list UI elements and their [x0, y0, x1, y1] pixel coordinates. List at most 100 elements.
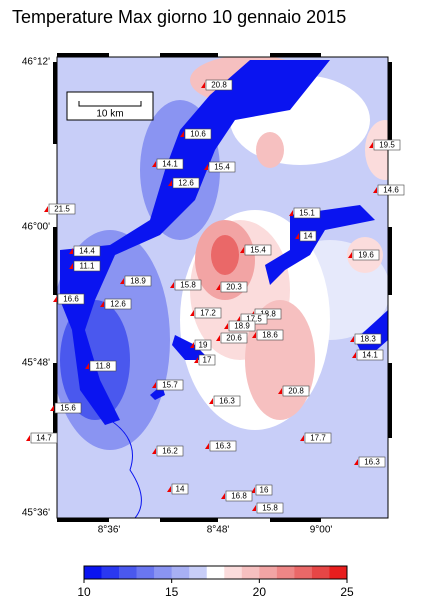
station-box: [104, 298, 132, 310]
station-marker: [26, 435, 30, 441]
station-box: [73, 260, 101, 272]
scale-label: 10 km: [96, 109, 123, 120]
station-box: [282, 385, 310, 397]
station-box: [198, 354, 216, 366]
station-box: [256, 502, 284, 514]
station-value: 18.6: [262, 331, 278, 340]
station-value: 20.3: [226, 283, 242, 292]
station-marker: [50, 405, 54, 411]
station-value: 18.3: [360, 335, 376, 344]
colorbar-step: [84, 566, 102, 579]
lat-label: 46°12': [22, 57, 50, 68]
station-box: [184, 128, 212, 140]
station-value: 18.9: [130, 277, 146, 286]
colorbar-step: [276, 566, 295, 579]
station-value: 16.2: [162, 447, 178, 456]
station-box: [156, 158, 184, 170]
station-box: [89, 360, 117, 372]
scale-bar: [78, 101, 142, 107]
station-box: [220, 332, 248, 344]
colorbar-step: [294, 566, 313, 579]
station-marker: [205, 443, 209, 449]
station-marker: [369, 142, 373, 148]
station-box: [225, 490, 253, 502]
station-value: 10.6: [190, 130, 206, 139]
station-box: [54, 402, 82, 414]
station-marker: [152, 382, 156, 388]
station-marker: [240, 247, 244, 253]
lat-label: 45°36': [22, 508, 50, 519]
station-box: [194, 307, 222, 319]
station-box: [48, 203, 76, 215]
station-value: 12.6: [178, 179, 194, 188]
station-value: 15.8: [180, 281, 196, 290]
station-box: [293, 207, 321, 219]
station-marker: [53, 296, 57, 302]
station-value: 15.7: [162, 381, 178, 390]
station-marker: [224, 323, 228, 329]
station-marker: [209, 398, 213, 404]
station-marker: [216, 335, 220, 341]
title: Temperature Max giorno 10 gennaio 2015: [12, 7, 346, 27]
station-marker: [85, 363, 89, 369]
station-value: 20.8: [211, 81, 227, 90]
station-marker: [252, 505, 256, 511]
station-box: [171, 483, 189, 495]
station-value: 11.8: [96, 362, 112, 371]
colorbar-step: [224, 566, 243, 579]
station-marker: [278, 388, 282, 394]
station-marker: [190, 342, 194, 348]
station-value: 14.7: [36, 434, 52, 443]
station-marker: [170, 282, 174, 288]
lat-label: 45°48': [22, 358, 50, 369]
colorbar-step: [241, 566, 260, 579]
station-box: [352, 249, 380, 261]
station-value: 16.6: [63, 295, 79, 304]
colorbar-step: [259, 566, 278, 579]
station-box: [228, 320, 256, 332]
station-marker: [69, 248, 73, 254]
station-box: [256, 329, 284, 341]
station-marker: [289, 210, 293, 216]
station-value: 17: [203, 356, 212, 365]
station-value: 14.1: [362, 351, 378, 360]
station-value: 16.3: [215, 442, 231, 451]
station-value: 14.6: [383, 186, 399, 195]
colorbar-label: 15: [165, 585, 179, 599]
station-marker: [216, 284, 220, 290]
station-marker: [373, 187, 377, 193]
lon-label: 8°36': [98, 525, 121, 536]
station-marker: [152, 161, 156, 167]
station-box: [174, 279, 202, 291]
station-value: 20.8: [288, 387, 304, 396]
station-value: 19.5: [379, 141, 395, 150]
station-marker: [221, 493, 225, 499]
colorbar-step: [154, 566, 172, 579]
station-marker: [180, 131, 184, 137]
station-box: [377, 184, 405, 196]
station-value: 21.5: [54, 205, 70, 214]
station-marker: [354, 459, 358, 465]
colorbar-label: 20: [253, 585, 267, 599]
station-marker: [201, 82, 205, 88]
station-marker: [152, 448, 156, 454]
station-box: [356, 349, 384, 361]
station-value: 11.1: [80, 262, 96, 271]
station-box: [220, 281, 248, 293]
station-box: [156, 379, 184, 391]
station-box: [354, 333, 382, 345]
station-marker: [300, 435, 304, 441]
lon-label: 8°48': [207, 525, 230, 536]
colorbar-label: 25: [340, 585, 354, 599]
station-marker: [167, 486, 171, 492]
station-value: 20.6: [226, 334, 242, 343]
station-box: [373, 139, 401, 151]
station-value: 14: [176, 485, 185, 494]
station-value: 18.9: [234, 322, 250, 331]
station-value: 15.4: [250, 246, 266, 255]
colorbar-step: [189, 566, 208, 579]
station-box: [57, 293, 85, 305]
station-marker: [194, 357, 198, 363]
station-marker: [44, 206, 48, 212]
